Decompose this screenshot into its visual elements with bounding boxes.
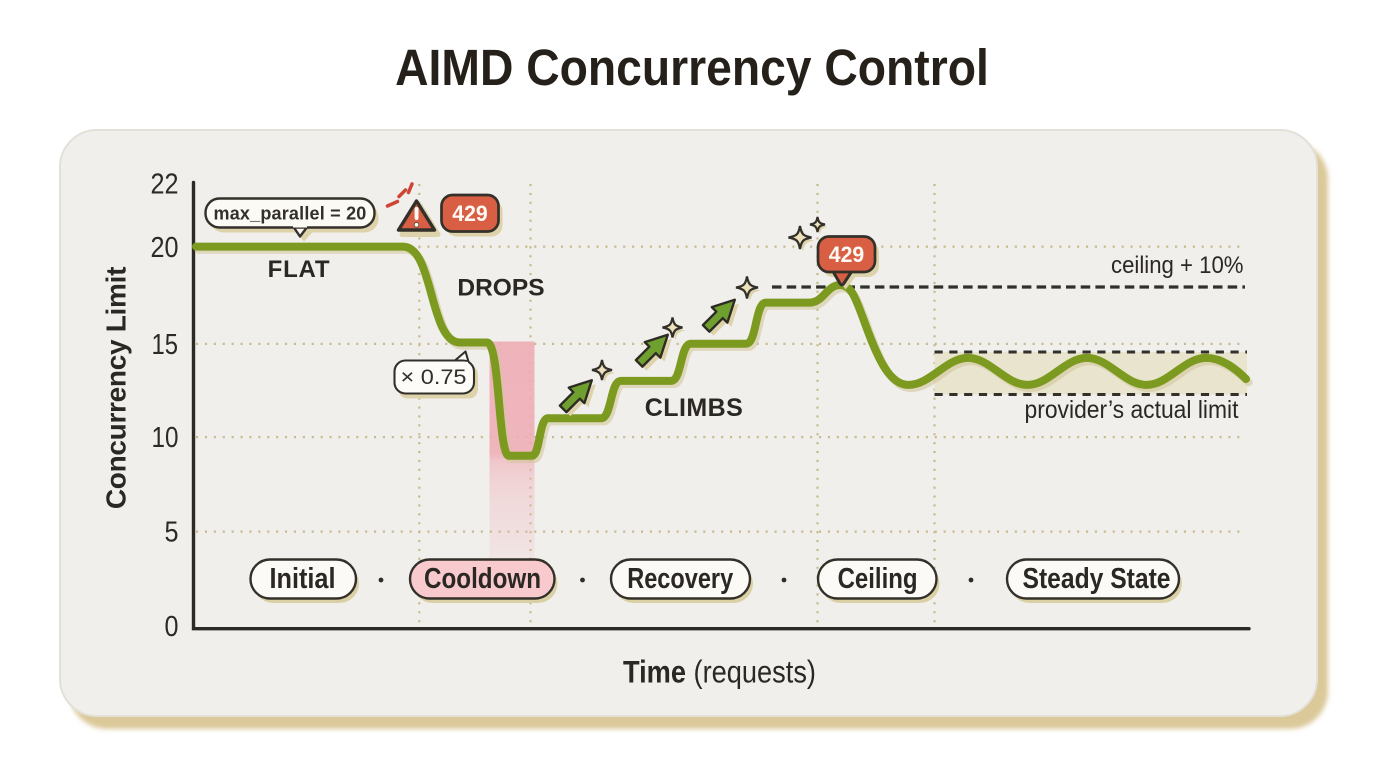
svg-text:FLAT: FLAT <box>268 256 331 283</box>
svg-text:DROPS: DROPS <box>457 275 544 302</box>
svg-text:0: 0 <box>165 611 179 643</box>
svg-text:15: 15 <box>152 329 179 361</box>
svg-text:CLIMBS: CLIMBS <box>645 394 744 422</box>
svg-text:20: 20 <box>151 232 179 264</box>
svg-text:Cooldown: Cooldown <box>424 563 541 595</box>
svg-text:10: 10 <box>152 422 179 454</box>
svg-text:429: 429 <box>829 242 865 267</box>
svg-text:provider’s actual limit: provider’s actual limit <box>1025 396 1239 424</box>
svg-text:22: 22 <box>151 169 179 201</box>
svg-text:ceiling + 10%: ceiling + 10% <box>1111 252 1244 279</box>
svg-text:Recovery: Recovery <box>627 563 733 595</box>
svg-text:Time (requests): Time (requests) <box>623 654 816 690</box>
svg-text:max_parallel = 20: max_parallel = 20 <box>213 204 366 224</box>
svg-text:× 0.75: × 0.75 <box>401 365 467 389</box>
svg-text:Steady State: Steady State <box>1023 563 1171 595</box>
svg-text:Concurrency Limit: Concurrency Limit <box>101 267 132 509</box>
svg-text:429: 429 <box>452 201 488 226</box>
svg-text:5: 5 <box>165 517 179 549</box>
svg-text:Ceiling: Ceiling <box>838 563 918 595</box>
svg-text:Initial: Initial <box>270 563 336 595</box>
